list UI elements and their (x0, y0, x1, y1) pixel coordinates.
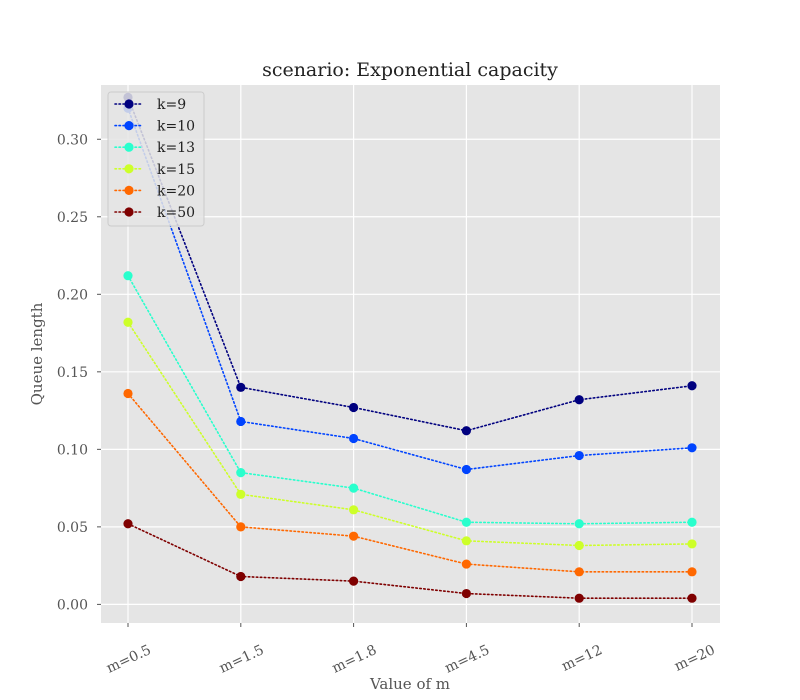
data-point (687, 381, 697, 391)
x-tick-label: m=12 (559, 642, 605, 675)
data-point (349, 402, 359, 413)
data-point (687, 567, 697, 577)
data-point (123, 317, 133, 327)
x-ticks: m=0.5 m=1.5 m=1.8 m=4.5 m=12 m=20 (104, 623, 718, 677)
series-line (127, 107, 693, 471)
data-point (574, 540, 584, 551)
legend-item: k=10 (114, 119, 195, 135)
series-k-20 (123, 388, 697, 577)
data-point (236, 571, 246, 582)
y-tick-label: 0.00 (57, 597, 88, 613)
data-point (461, 426, 471, 436)
legend-item: k=9 (114, 97, 186, 113)
y-tick-label: 0.10 (57, 442, 88, 458)
x-tick-label: m=1.5 (217, 642, 267, 676)
data-point (687, 443, 697, 453)
data-point (461, 464, 471, 475)
data-point (236, 382, 246, 392)
series-line (127, 392, 693, 573)
series-k-13 (123, 271, 697, 529)
legend-marker (124, 185, 134, 195)
x-tick-label: m=4.5 (442, 642, 492, 676)
legend-label: k=50 (157, 205, 195, 221)
data-point (461, 588, 471, 599)
legend-item: k=50 (114, 205, 195, 221)
x-tick-label: m=0.5 (104, 642, 154, 676)
y-axis-label: Queue length (28, 302, 46, 405)
data-point (574, 395, 584, 405)
legend-label: k=10 (157, 119, 195, 135)
legend: k=9 k=10 k=13 k=15 k=20 k=50 (107, 91, 205, 227)
y-tick-label: 0.20 (57, 287, 88, 303)
y-tick-label: 0.15 (57, 365, 88, 381)
data-point (574, 519, 584, 529)
data-point (687, 593, 697, 603)
legend-marker (124, 164, 134, 174)
data-point (349, 483, 359, 493)
legend-label: k=15 (157, 162, 195, 178)
data-point (123, 271, 133, 281)
data-point (349, 576, 359, 586)
series-line (127, 522, 693, 599)
x-tick-label: m=20 (672, 642, 718, 675)
series-layer (123, 92, 697, 603)
legend-label: k=20 (157, 183, 195, 199)
legend-marker (124, 99, 134, 109)
data-point (236, 468, 246, 478)
legend-item: k=15 (114, 162, 195, 178)
data-point (461, 536, 471, 546)
legend-item: k=13 (114, 140, 195, 156)
data-point (349, 505, 359, 515)
data-point (236, 489, 246, 499)
data-point (461, 517, 471, 527)
series-k-15 (123, 317, 697, 551)
legend-label: k=9 (157, 97, 186, 113)
series-line (127, 321, 693, 547)
y-tick-label: 0.25 (57, 210, 88, 226)
x-tick-label: m=1.8 (330, 642, 380, 676)
legend-marker (124, 121, 134, 131)
data-point (123, 519, 133, 529)
y-ticks: 0.00 0.05 0.10 0.15 0.20 0.25 0.30 (57, 132, 101, 613)
series-line (127, 96, 693, 432)
data-point (461, 559, 471, 569)
data-point (687, 539, 697, 549)
data-point (687, 517, 697, 527)
data-point (123, 388, 133, 399)
data-point (349, 531, 359, 541)
y-tick-label: 0.05 (57, 520, 88, 536)
legend-label: k=13 (157, 140, 195, 156)
x-axis-label: Value of m (369, 675, 450, 693)
data-point (574, 567, 584, 577)
legend-item: k=20 (114, 183, 195, 199)
data-point (349, 433, 359, 444)
legend-marker (124, 207, 134, 217)
y-tick-label: 0.30 (57, 132, 88, 148)
legend-marker (124, 142, 134, 152)
data-point (574, 593, 584, 603)
series-line (127, 274, 693, 525)
series-k-50 (123, 519, 697, 603)
data-point (236, 522, 246, 532)
chart-title: scenario: Exponential capacity (262, 59, 558, 81)
data-point (236, 416, 246, 427)
data-point (574, 450, 584, 461)
